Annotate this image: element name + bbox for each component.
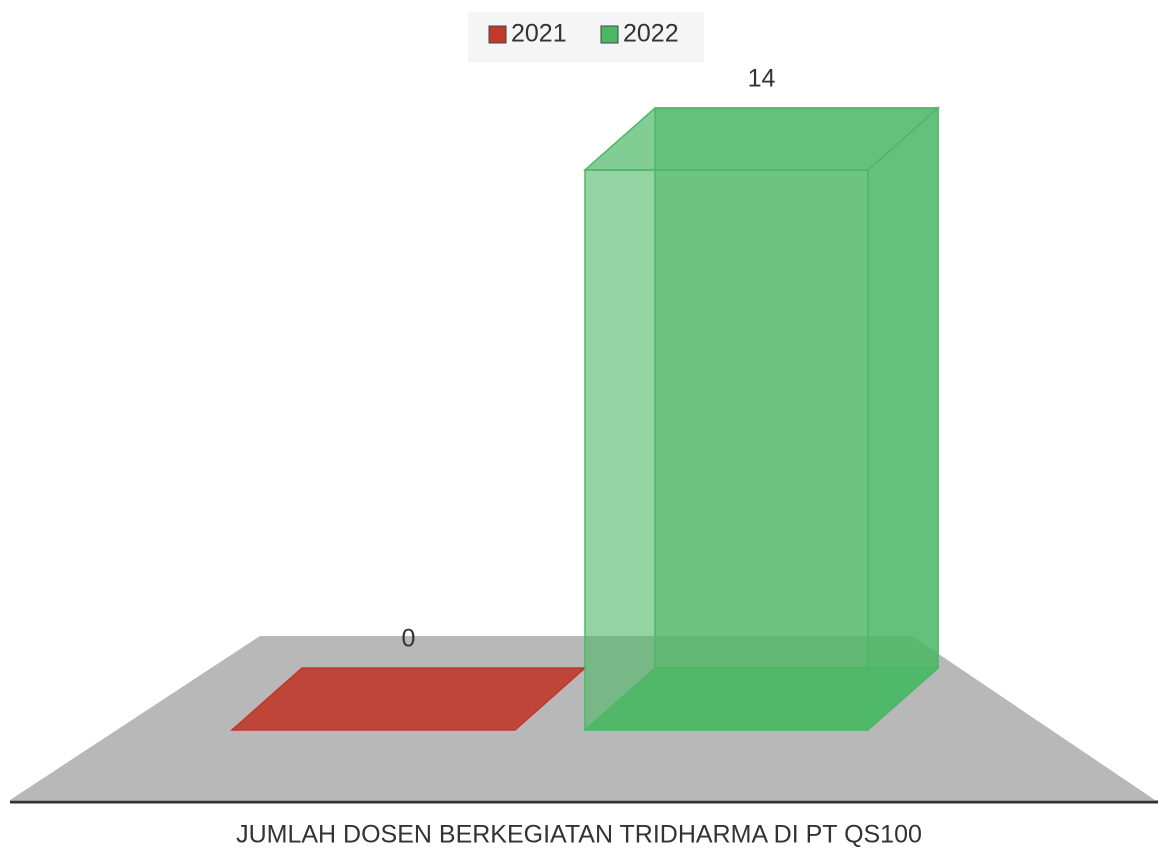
bar-front: [584, 169, 869, 731]
legend-box: [468, 12, 704, 62]
floor: [10, 636, 1155, 800]
legend-label: 2022: [623, 20, 679, 48]
bar-side: [867, 106, 939, 732]
legend-label: 2021: [511, 20, 567, 48]
legend-swatch: [600, 25, 619, 44]
value-label: 14: [748, 65, 776, 93]
value-label: 0: [402, 625, 416, 653]
legend-swatch: [488, 25, 507, 44]
x-tick-label: JUMLAH DOSEN BERKEGIATAN TRIDHARMA DI PT…: [236, 821, 922, 849]
bar: [583, 106, 940, 732]
